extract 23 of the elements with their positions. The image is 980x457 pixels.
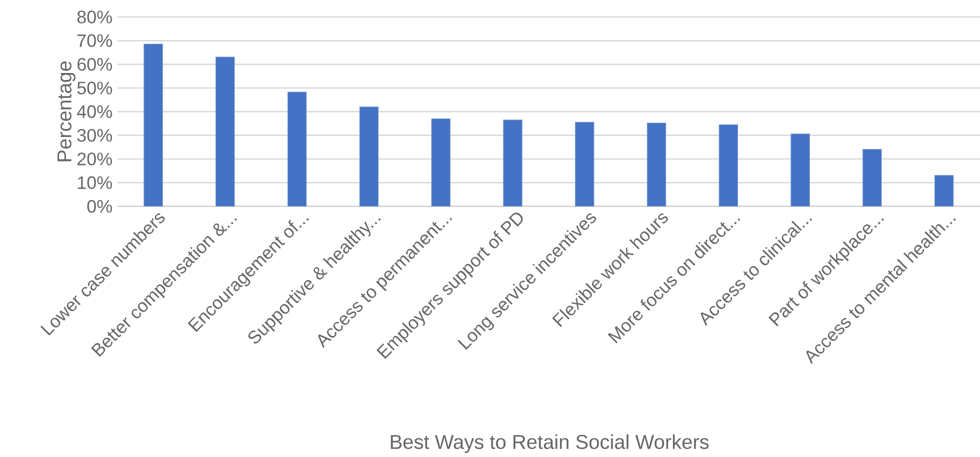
y-tick-label: 0%: [87, 200, 112, 213]
bar: [862, 149, 882, 206]
bar: [359, 106, 379, 206]
bar: [216, 56, 235, 206]
y-tick-label: 80%: [77, 10, 112, 24]
bar: [790, 134, 810, 206]
y-tick-label: 30%: [77, 128, 112, 142]
y-tick-label: 40%: [77, 105, 112, 118]
bar: [503, 120, 522, 206]
y-axis-title: Percentage: [58, 61, 76, 162]
bar: [431, 118, 450, 206]
x-axis-title: Best Ways to Retain Social Workers: [390, 434, 709, 453]
bar: [934, 175, 954, 206]
y-tick-label: 50%: [77, 82, 112, 94]
y-tick-label: 70%: [78, 34, 112, 48]
y-tick-label: 20%: [78, 152, 112, 166]
bar: [144, 44, 163, 206]
y-tick-label: 10%: [78, 176, 112, 190]
bar: [646, 122, 666, 206]
bar: [575, 122, 594, 206]
bar: [287, 92, 307, 206]
bar: [718, 124, 738, 206]
y-tick-label: 60%: [78, 58, 112, 71]
